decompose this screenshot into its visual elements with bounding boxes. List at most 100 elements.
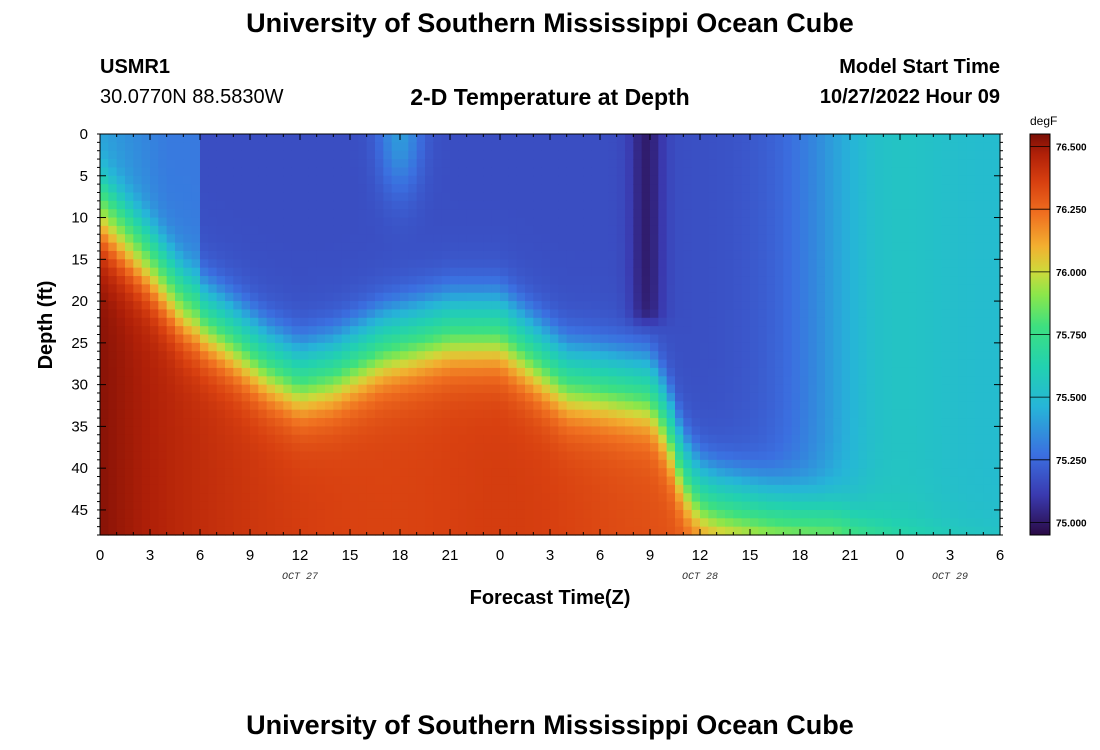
heatmap-cell: [925, 518, 934, 528]
heatmap-cell: [866, 392, 876, 402]
heatmap-cell: [491, 359, 501, 369]
heatmap-cell: [100, 250, 109, 260]
heatmap-cell: [758, 518, 768, 528]
heatmap-cell: [158, 509, 168, 519]
heatmap-cell: [266, 250, 276, 260]
heatmap-cell: [616, 309, 626, 319]
heatmap-cell: [783, 409, 793, 419]
heatmap-cell: [858, 184, 868, 194]
heatmap-cell: [900, 384, 909, 394]
heatmap-cell: [550, 443, 559, 453]
heatmap-cell: [358, 367, 368, 377]
heatmap-cell: [516, 301, 526, 311]
heatmap-cell: [116, 250, 126, 260]
heatmap-cell: [100, 501, 109, 511]
heatmap-cell: [383, 192, 393, 202]
heatmap-cell: [766, 334, 776, 344]
heatmap-cell: [900, 401, 909, 411]
heatmap-cell: [583, 175, 593, 185]
heatmap-cell: [575, 334, 584, 344]
heatmap-cell: [175, 217, 184, 227]
heatmap-cell: [725, 150, 734, 160]
heatmap-cell: [791, 526, 801, 536]
heatmap-cell: [925, 184, 934, 194]
heatmap-cell: [583, 317, 593, 327]
heatmap-cell: [700, 267, 709, 277]
heatmap-cell: [675, 326, 684, 336]
heatmap-cell: [783, 250, 793, 260]
heatmap-cell: [283, 526, 293, 536]
heatmap-cell: [858, 468, 868, 478]
heatmap-cell: [625, 317, 634, 327]
heatmap-cell: [158, 501, 168, 511]
heatmap-cell: [133, 443, 143, 453]
heatmap-cell: [441, 150, 451, 160]
heatmap-cell: [383, 418, 393, 427]
heatmap-cell: [708, 309, 718, 319]
heatmap-cell: [383, 359, 393, 369]
heatmap-cell: [416, 159, 426, 169]
heatmap-cell: [266, 501, 276, 511]
heatmap-cell: [375, 468, 384, 478]
heatmap-cell: [508, 392, 518, 402]
heatmap-cell: [325, 142, 334, 152]
heatmap-cell: [583, 309, 593, 319]
heatmap-cell: [941, 259, 951, 269]
heatmap-cell: [808, 518, 818, 528]
heatmap-cell: [383, 351, 393, 361]
heatmap-cell: [625, 434, 634, 444]
heatmap-cell: [450, 526, 459, 536]
heatmap-cell: [533, 526, 543, 536]
heatmap-cell: [800, 459, 809, 469]
heatmap-cell: [541, 309, 551, 319]
heatmap-cell: [841, 326, 851, 336]
heatmap-cell: [408, 526, 418, 536]
heatmap-cell: [283, 326, 293, 336]
heatmap-cell: [833, 192, 843, 202]
heatmap-cell: [333, 209, 343, 219]
heatmap-cell: [875, 250, 884, 260]
heatmap-cell: [591, 434, 601, 444]
heatmap-cell: [766, 326, 776, 336]
heatmap-cell: [883, 309, 893, 319]
heatmap-cell: [158, 418, 168, 427]
heatmap-cell: [683, 217, 693, 227]
heatmap-cell: [208, 426, 218, 436]
heatmap-cell: [250, 209, 259, 219]
heatmap-cell: [916, 225, 926, 235]
heatmap-cell: [800, 367, 809, 377]
heatmap-cell: [125, 443, 134, 453]
heatmap-cell: [758, 342, 768, 352]
heatmap-cell: [950, 501, 959, 511]
heatmap-cell: [350, 484, 359, 494]
heatmap-cell: [108, 242, 118, 252]
heatmap-cell: [891, 175, 901, 185]
heatmap-cell: [491, 134, 501, 143]
heatmap-cell: [758, 509, 768, 519]
heatmap-cell: [891, 526, 901, 536]
heatmap-cell: [191, 250, 201, 260]
heatmap-cell: [800, 192, 809, 202]
heatmap-cell: [475, 142, 484, 152]
heatmap-cell: [741, 359, 751, 369]
heatmap-cell: [108, 476, 118, 486]
heatmap-cell: [658, 134, 668, 143]
heatmap-cell: [833, 468, 843, 478]
heatmap-cell: [925, 250, 934, 260]
heatmap-cell: [908, 326, 918, 336]
heatmap-cell: [550, 150, 559, 160]
heatmap-cell: [833, 476, 843, 486]
heatmap-cell: [608, 301, 618, 311]
heatmap-cell: [925, 476, 934, 486]
heatmap-cell: [116, 409, 126, 419]
heatmap-cell: [375, 334, 384, 344]
heatmap-cell: [233, 334, 243, 344]
heatmap-cell: [483, 376, 493, 386]
heatmap-cell: [125, 392, 134, 402]
heatmap-cell: [633, 484, 643, 494]
heatmap-cell: [683, 493, 693, 503]
heatmap-cell: [683, 250, 693, 260]
heatmap-cell: [158, 409, 168, 419]
heatmap-cell: [800, 409, 809, 419]
heatmap-cell: [591, 334, 601, 344]
